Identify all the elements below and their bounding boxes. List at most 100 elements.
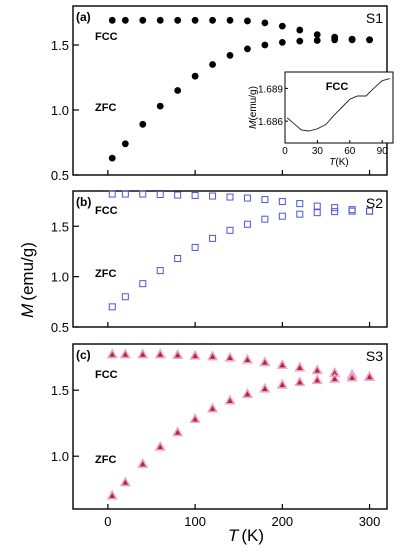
data-point (154, 440, 166, 451)
data-point (121, 293, 129, 301)
data-point (224, 394, 236, 405)
y-tick-label: 1.0 (51, 270, 69, 285)
inset-x-tick-label: 60 (344, 146, 356, 157)
panel-label: (a) (76, 10, 91, 24)
plot-frame (72, 343, 388, 510)
y-tick-label: 0.5 (51, 320, 69, 335)
y-axis-title: M (emu/g) (18, 242, 37, 318)
inset: 0 30 60 90 1.686 1.689 FCC T(K) M(emu/g) (248, 71, 394, 168)
data-point (243, 220, 251, 228)
data-point (224, 351, 236, 362)
series-ZFC (108, 36, 373, 162)
data-point (226, 226, 234, 234)
x-axis-title: T (K) (228, 526, 264, 545)
data-point (191, 243, 199, 251)
inset-label: FCC (326, 81, 349, 93)
series-label-ZFC: ZFC (95, 454, 116, 466)
x-tick-label: 300 (359, 514, 381, 529)
data-point (294, 361, 306, 372)
data-point (139, 16, 147, 24)
y-axis-symbol: M (18, 303, 37, 318)
inset-y-tick-label: 1.686 (258, 117, 283, 128)
data-point (329, 372, 341, 383)
data-point (276, 358, 288, 369)
x-tick-label: 200 (271, 514, 293, 529)
data-point (296, 26, 304, 34)
sample-label: S1 (366, 10, 383, 26)
data-point (348, 206, 356, 214)
data-point (209, 16, 216, 24)
inset-y-tick-label: 1.689 (258, 84, 283, 95)
data-point (278, 39, 286, 46)
data-point (331, 36, 339, 44)
inset-x-tick-label: 90 (377, 146, 389, 157)
data-point (331, 208, 339, 216)
data-point (278, 22, 286, 30)
data-point (244, 17, 251, 25)
data-point (137, 348, 149, 359)
data-point (363, 370, 376, 381)
data-point (278, 198, 286, 206)
inset-x-axis-title: T(K) (329, 157, 348, 168)
data-point (191, 16, 199, 24)
data-point (108, 190, 116, 198)
data-point (243, 194, 251, 202)
data-point (296, 200, 304, 208)
data-point (261, 41, 269, 49)
inset-x-tick-label: 30 (312, 146, 324, 157)
data-point (189, 349, 201, 360)
data-point (108, 154, 116, 162)
data-point (348, 207, 356, 215)
data-point (296, 37, 304, 45)
inset-y-axis-text: M(emu/g) (248, 86, 259, 129)
x-axis-symbol: T (228, 526, 240, 545)
data-point (206, 402, 219, 413)
data-point (172, 426, 184, 437)
series-label-FCC: FCC (95, 369, 118, 381)
inset-x-unit: (K) (335, 157, 348, 168)
data-point (226, 16, 234, 24)
data-point (119, 348, 131, 359)
data-point (209, 192, 217, 200)
data-point (106, 348, 118, 359)
svg-text:M(emu/g): M (emu/g) (18, 242, 37, 318)
x-tick-label: 0 (104, 514, 111, 529)
data-point (174, 87, 182, 94)
x-axis-unit: (K) (241, 526, 264, 545)
data-point (156, 16, 164, 24)
data-point (261, 196, 269, 204)
data-point (209, 234, 217, 242)
inset-y-axis-title: M(emu/g) (248, 86, 259, 129)
panel-label: (c) (76, 348, 91, 362)
inset-x-symbol: T (329, 157, 336, 168)
data-point (259, 356, 271, 367)
data-point (108, 16, 116, 24)
data-point (276, 378, 288, 389)
inset-y-unit: (emu/g) (248, 86, 259, 120)
data-point (119, 476, 131, 487)
panel-S3: 1.0 1.5 0 100 200 300 (c) S3 FCC ZFC (51, 343, 388, 529)
data-point (154, 348, 166, 359)
data-point (241, 388, 254, 398)
series-FCC (108, 190, 374, 215)
data-point (313, 209, 321, 217)
data-point (311, 374, 323, 385)
y-tick-label: 1.5 (51, 383, 69, 398)
y-tick-label: 1.5 (51, 38, 69, 53)
sample-label: S2 (366, 195, 383, 211)
data-point (174, 16, 182, 24)
data-point (172, 349, 184, 360)
data-point (191, 192, 199, 200)
data-point (106, 489, 118, 500)
data-point (261, 19, 269, 27)
panel-S2: 0.5 1.0 1.5 (b) S2 FCC ZFC (51, 190, 388, 335)
series-label-FCC: FCC (95, 205, 118, 217)
data-point (311, 364, 323, 375)
series-label-FCC: FCC (95, 31, 118, 43)
y-tick-label: 1.0 (51, 449, 69, 464)
panel-S1: 0.5 1.0 1.5 (a) S1 FCC ZFC 0 30 60 90 1.686 1.689 FCC… (51, 5, 394, 183)
data-point (261, 215, 269, 223)
inset-y-symbol: M (248, 120, 259, 129)
x-tick-label: 100 (184, 514, 206, 529)
data-point (366, 36, 373, 44)
